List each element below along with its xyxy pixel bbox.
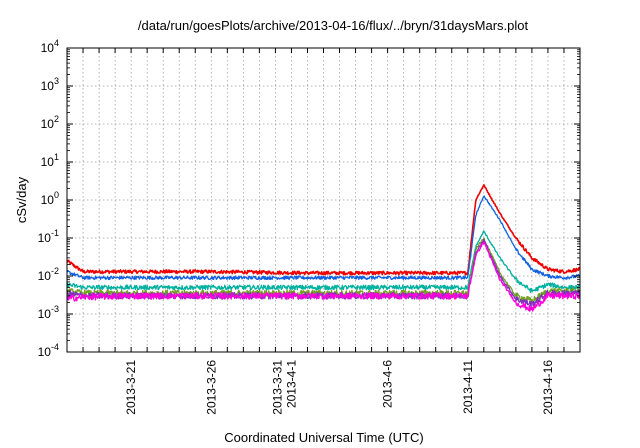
chart-title: /data/run/goesPlots/archive/2013-04-16/f…	[138, 18, 529, 33]
y-tick-label: 10-3	[38, 304, 59, 321]
series-line-6	[66, 241, 581, 312]
series-line-3	[66, 230, 581, 293]
series-line-4	[66, 237, 581, 304]
x-tick-label: 2013-3-31	[270, 360, 284, 415]
series-line-2	[66, 195, 581, 281]
plot-frame	[66, 47, 581, 353]
series-lines	[66, 184, 581, 312]
y-tick-label: 10-4	[38, 342, 59, 359]
series-line-1	[66, 184, 581, 276]
x-axis-label: Coordinated Universal Time (UTC)	[224, 430, 423, 445]
y-tick-label: 103	[41, 76, 59, 93]
y-axis-label: cSv/day	[14, 176, 29, 223]
y-tick-label: 10-1	[38, 228, 59, 245]
gridlines	[67, 48, 580, 352]
x-tick-label: 2013-4-16	[541, 360, 555, 415]
x-tick-label: 2013-4-6	[381, 360, 395, 408]
y-tick-label: 104	[41, 38, 59, 55]
x-tick-label: 2013-4-11	[461, 360, 475, 414]
x-tick-label: 2013-3-26	[204, 360, 218, 415]
y-tick-label: 10-2	[38, 266, 59, 283]
x-tick-label: 2013-4-1	[284, 360, 298, 408]
y-tick-label: 100	[41, 190, 59, 207]
axes: 10-4 10-3 10-2 10-1 100 101 102 103 104 2013-3-21…	[38, 38, 581, 415]
y-tick-label: 101	[41, 152, 59, 169]
x-tick-label: 2013-3-21	[124, 360, 138, 415]
series-line-5	[66, 238, 581, 308]
y-tick-label: 102	[41, 114, 59, 131]
